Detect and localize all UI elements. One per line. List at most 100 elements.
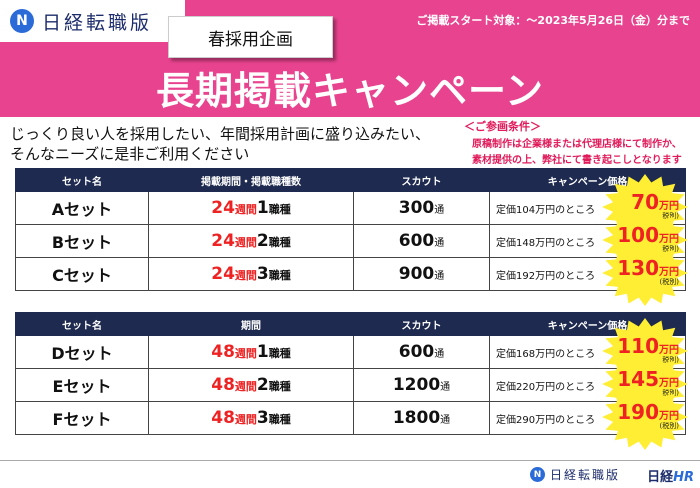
campaign-price-unit: 万円 bbox=[659, 234, 679, 245]
tax-note: (税別) bbox=[659, 212, 679, 220]
header-scout: スカウト bbox=[353, 312, 490, 336]
header-scout: スカウト bbox=[353, 168, 490, 192]
jobs-unit: 職種 bbox=[268, 380, 291, 393]
list-price: 定価290万円のところ bbox=[496, 414, 596, 426]
period-note: ご掲載スタート対象：～2023年5月26日（金）分まで bbox=[416, 14, 690, 27]
nikkei-hr-suffix: HR bbox=[673, 470, 694, 485]
set-name-cell: Fセット bbox=[15, 401, 149, 435]
scout-value: 1800 bbox=[392, 408, 441, 428]
campaign-price-value: 145 bbox=[617, 367, 659, 391]
period-cell: 48週間1職種 bbox=[148, 335, 354, 369]
price-cell: 定価192万円のところ 130万円 (税別) bbox=[489, 240, 688, 306]
plan-table-48-weeks: セット名 期間 スカウト キャンペーン価格 Dセット 48週間1職種 600通 定価1… bbox=[15, 312, 688, 450]
scout-cell: 900通 bbox=[353, 257, 490, 291]
table-row: Aセット 24週間1職種 300通 定価104万円のところ 70万円 (税別) bbox=[15, 174, 688, 240]
scout-unit: 通 bbox=[434, 349, 445, 360]
campaign-price-value: 190 bbox=[617, 400, 659, 424]
brand-logo: N 日経転職版 bbox=[0, 0, 185, 42]
weeks-value: 24 bbox=[211, 264, 235, 284]
tax-note: (税別) bbox=[659, 356, 679, 364]
intro-line-1: じっくり良い人を採用したい、年間採用計画に盛り込みたい、 bbox=[10, 125, 431, 143]
scout-unit: 通 bbox=[434, 271, 445, 282]
table-row: Bセット 24週間2職種 600通 定価148万円のところ 100万円 (税別) bbox=[15, 207, 688, 273]
campaign-price-unit: 万円 bbox=[659, 378, 679, 389]
list-price: 定価168万円のところ bbox=[496, 348, 596, 360]
price-cell: 定価290万円のところ 190万円 (税別) bbox=[489, 384, 688, 450]
scout-value: 1200 bbox=[392, 375, 441, 395]
page-title: 長期掲載キャンペーン bbox=[155, 69, 545, 113]
campaign-price: 130万円 (税別) bbox=[617, 256, 679, 287]
set-name-cell: Cセット bbox=[15, 257, 149, 291]
jobs-value: 3 bbox=[256, 264, 269, 284]
jobs-value: 2 bbox=[256, 375, 269, 395]
intro-text: じっくり良い人を採用したい、年間採用計画に盛り込みたい、 そんなニーズに是非ご利… bbox=[10, 124, 430, 164]
scout-cell: 600通 bbox=[353, 224, 490, 258]
campaign-price-unit: 万円 bbox=[659, 411, 679, 422]
scout-unit: 通 bbox=[434, 205, 445, 216]
jobs-unit: 職種 bbox=[268, 413, 291, 426]
intro-line-2: そんなニーズに是非ご利用ください bbox=[10, 145, 250, 163]
campaign-price-value: 110 bbox=[617, 334, 659, 358]
conditions-line-2: 素材提供の上、弊社にて書き起こしとなります bbox=[472, 155, 682, 166]
scout-value: 300 bbox=[398, 198, 435, 218]
scout-cell: 300通 bbox=[353, 191, 490, 225]
table-row: Eセット 48週間2職種 1200通 定価220万円のところ 145万円 (税別) bbox=[15, 351, 688, 417]
scout-unit: 通 bbox=[440, 415, 451, 426]
period-cell: 48週間3職種 bbox=[148, 401, 354, 435]
list-price: 定価104万円のところ bbox=[496, 204, 596, 216]
scout-value: 600 bbox=[398, 342, 435, 362]
nikkei-hr-logo: 日経HR bbox=[647, 466, 694, 485]
weeks-unit: 週間 bbox=[234, 380, 257, 393]
nikkei-hr-prefix: 日経 bbox=[647, 470, 674, 485]
brand-logo-text: 日経転職版 bbox=[42, 11, 153, 34]
weeks-unit: 週間 bbox=[234, 413, 257, 426]
campaign-price-unit: 万円 bbox=[659, 345, 679, 356]
set-name-cell: Eセット bbox=[15, 368, 149, 402]
header-period: 期間 bbox=[148, 312, 354, 336]
campaign-price-value: 130 bbox=[617, 256, 659, 280]
jobs-unit: 職種 bbox=[268, 269, 291, 282]
header-campaign-price: キャンペーン価格 bbox=[489, 168, 686, 192]
campaign-price: 145万円 (税別) bbox=[617, 367, 679, 398]
table-row: Cセット 24週間3職種 900通 定価192万円のところ 130万円 (税別) bbox=[15, 240, 688, 306]
tax-note: (税別) bbox=[659, 245, 679, 253]
jobs-value: 3 bbox=[256, 408, 269, 428]
weeks-value: 24 bbox=[211, 231, 235, 251]
footer-logo-text: 日経転職版 bbox=[549, 468, 620, 482]
brand-logo-icon: N bbox=[10, 9, 34, 33]
price-burst: 190万円 (税別) bbox=[601, 384, 689, 450]
jobs-value: 1 bbox=[256, 198, 269, 218]
period-cell: 24週間3職種 bbox=[148, 257, 354, 291]
jobs-value: 2 bbox=[256, 231, 269, 251]
conditions-line-1: 原稿制作は企業様または代理店様にて制作か、 bbox=[472, 139, 682, 150]
set-name-cell: Aセット bbox=[15, 191, 149, 225]
scout-unit: 通 bbox=[434, 238, 445, 249]
header-period: 掲載期間・掲載職種数 bbox=[148, 168, 354, 192]
header-banner: N 日経転職版 春採用企画 ご掲載スタート対象：～2023年5月26日（金）分ま… bbox=[0, 0, 700, 117]
header-set-name: セット名 bbox=[15, 312, 149, 336]
price-burst: 130万円 (税別) bbox=[601, 240, 689, 306]
campaign-price-value: 100 bbox=[617, 223, 659, 247]
weeks-value: 24 bbox=[211, 198, 235, 218]
campaign-tag: 春採用企画 bbox=[168, 16, 333, 58]
table-row: Dセット 48週間1職種 600通 定価168万円のところ 110万円 (税別) bbox=[15, 318, 688, 384]
table-header-row: セット名 掲載期間・掲載職種数 スカウト キャンペーン価格 bbox=[15, 168, 686, 192]
campaign-price: 110万円 (税別) bbox=[617, 334, 679, 365]
scout-value: 900 bbox=[398, 264, 435, 284]
header-set-name: セット名 bbox=[15, 168, 149, 192]
jobs-unit: 職種 bbox=[268, 347, 291, 360]
scout-cell: 600通 bbox=[353, 335, 490, 369]
period-cell: 48週間2職種 bbox=[148, 368, 354, 402]
footer-divider bbox=[0, 460, 700, 461]
weeks-value: 48 bbox=[211, 408, 235, 428]
tax-note: (税別) bbox=[659, 422, 679, 430]
scout-cell: 1800通 bbox=[353, 401, 490, 435]
list-price: 定価148万円のところ bbox=[496, 237, 596, 249]
weeks-unit: 週間 bbox=[234, 347, 257, 360]
plan-table-24-weeks: セット名 掲載期間・掲載職種数 スカウト キャンペーン価格 Aセット 24週間1職… bbox=[15, 168, 688, 306]
jobs-unit: 職種 bbox=[268, 236, 291, 249]
period-cell: 24週間2職種 bbox=[148, 224, 354, 258]
list-price: 定価220万円のところ bbox=[496, 381, 596, 393]
campaign-price-unit: 万円 bbox=[659, 267, 679, 278]
weeks-unit: 週間 bbox=[234, 236, 257, 249]
